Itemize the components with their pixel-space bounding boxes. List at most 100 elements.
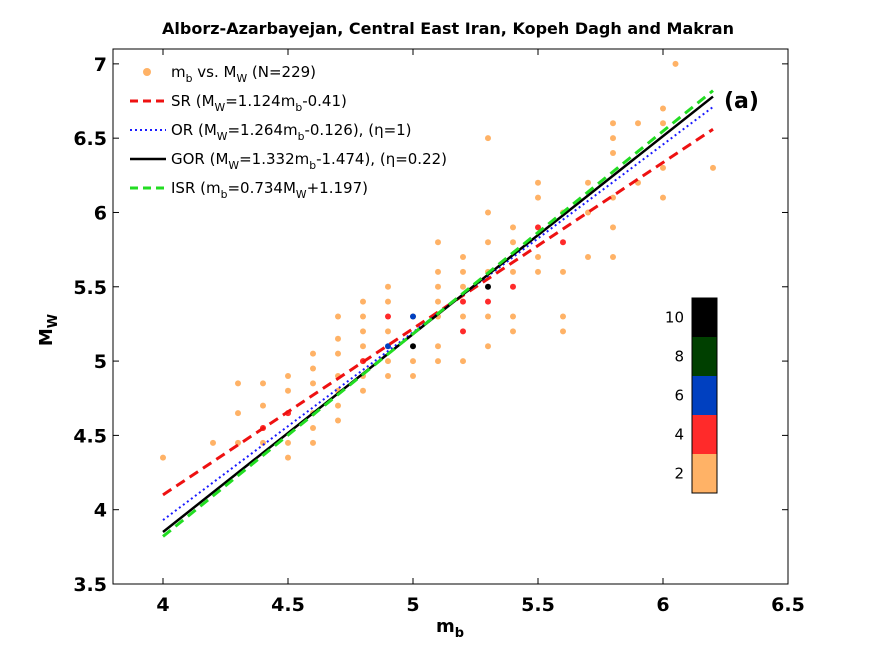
data-point: [435, 239, 441, 246]
y-tick-label: 4.5: [73, 425, 107, 447]
data-point: [485, 239, 491, 246]
data-point: [610, 194, 616, 201]
y-tick-label: 7: [94, 54, 107, 76]
data-point: [385, 328, 391, 335]
data-point: [335, 402, 341, 409]
y-axis-label: MW: [36, 314, 61, 346]
data-point: [460, 328, 466, 335]
data-point: [510, 268, 516, 275]
data-point: [510, 239, 516, 246]
data-point: [285, 439, 291, 446]
data-point: [260, 380, 266, 387]
fit-line-sr: [162, 128, 714, 497]
data-point: [310, 365, 316, 372]
data-point: [510, 313, 516, 320]
colorbar-tick-label: 6: [674, 387, 684, 405]
data-point: [385, 372, 391, 379]
colorbar-segment: [692, 454, 717, 493]
y-tick-label: 4: [94, 500, 107, 522]
x-tick-label: 6.5: [771, 594, 805, 616]
data-point: [485, 283, 491, 290]
data-point: [310, 424, 316, 431]
data-point: [385, 343, 391, 350]
colorbar-tick-label: 10: [665, 309, 684, 327]
data-point: [310, 350, 316, 357]
data-point: [160, 454, 166, 461]
data-point: [360, 387, 366, 394]
data-point: [360, 298, 366, 305]
data-point: [485, 298, 491, 305]
data-point: [672, 60, 679, 67]
colorbar-segment: [692, 337, 717, 376]
data-point: [660, 164, 666, 171]
y-tick-label: 3.5: [73, 574, 107, 596]
data-point: [435, 268, 441, 275]
data-point: [660, 120, 666, 127]
data-point: [610, 254, 616, 261]
data-point: [610, 150, 616, 157]
legend-entry-label: OR (MW=1.264mb-0.126), (η=1): [171, 121, 412, 143]
y-axis-ticks: 3.5 4 4.5 5 5.5 6 6.5 7: [73, 54, 788, 596]
data-point: [410, 358, 416, 365]
data-point: [535, 194, 541, 201]
data-point: [285, 387, 291, 394]
data-point: [260, 402, 266, 409]
data-point: [535, 254, 541, 261]
data-point: [660, 105, 666, 112]
colorbar-segment: [692, 298, 717, 337]
data-point: [310, 439, 316, 446]
data-point: [235, 410, 241, 417]
data-point: [385, 358, 391, 365]
colorbar: 2 4 6 8 10: [665, 297, 718, 494]
data-point: [485, 343, 491, 350]
colorbar-tick-label: 8: [674, 348, 684, 366]
data-point: [360, 328, 366, 335]
data-point: [510, 283, 516, 290]
data-point: [610, 224, 616, 231]
data-point: [660, 194, 666, 201]
legend-marker: [143, 68, 151, 76]
data-point: [460, 254, 466, 261]
data-point: [710, 164, 716, 171]
data-point: [560, 239, 566, 246]
data-point: [210, 439, 216, 446]
data-point: [335, 417, 341, 424]
data-point: [285, 454, 291, 461]
x-axis-ticks: 4 4.5 5 5.5 6 6.5: [156, 49, 805, 616]
y-tick-label: 5.5: [73, 277, 107, 299]
data-point: [435, 298, 441, 305]
data-point: [435, 343, 441, 350]
data-point: [310, 380, 316, 387]
data-point: [460, 313, 466, 320]
legend-entry-label: SR (MW=1.124mb-0.41): [171, 92, 347, 114]
data-point: [535, 179, 541, 186]
data-point: [585, 179, 591, 186]
data-point: [385, 283, 391, 290]
x-axis-label: mb: [436, 616, 464, 641]
data-point: [435, 283, 441, 290]
y-tick-label: 6.5: [73, 128, 107, 150]
chart-title: Alborz-Azarbayejan, Central East Iran, K…: [162, 19, 734, 38]
x-tick-label: 6: [656, 594, 669, 616]
data-point: [410, 372, 416, 379]
data-point: [560, 328, 566, 335]
data-point: [385, 298, 391, 305]
plot-area: [112, 48, 789, 585]
colorbar-tick-label: 4: [674, 426, 684, 444]
colorbar-tick-label: 2: [674, 465, 684, 483]
data-point: [410, 343, 416, 350]
colorbar-segment: [692, 415, 717, 454]
colorbar-frame: [691, 297, 718, 494]
y-tick-label: 6: [94, 202, 107, 224]
data-point: [460, 358, 466, 365]
data-point: [535, 268, 541, 275]
data-point: [460, 298, 466, 305]
data-point: [610, 135, 616, 142]
x-tick-label: 5: [406, 594, 419, 616]
data-point: [585, 254, 591, 261]
data-point: [510, 224, 516, 231]
data-point: [410, 313, 416, 320]
fit-line-isr: [162, 89, 714, 538]
data-point: [385, 313, 391, 320]
